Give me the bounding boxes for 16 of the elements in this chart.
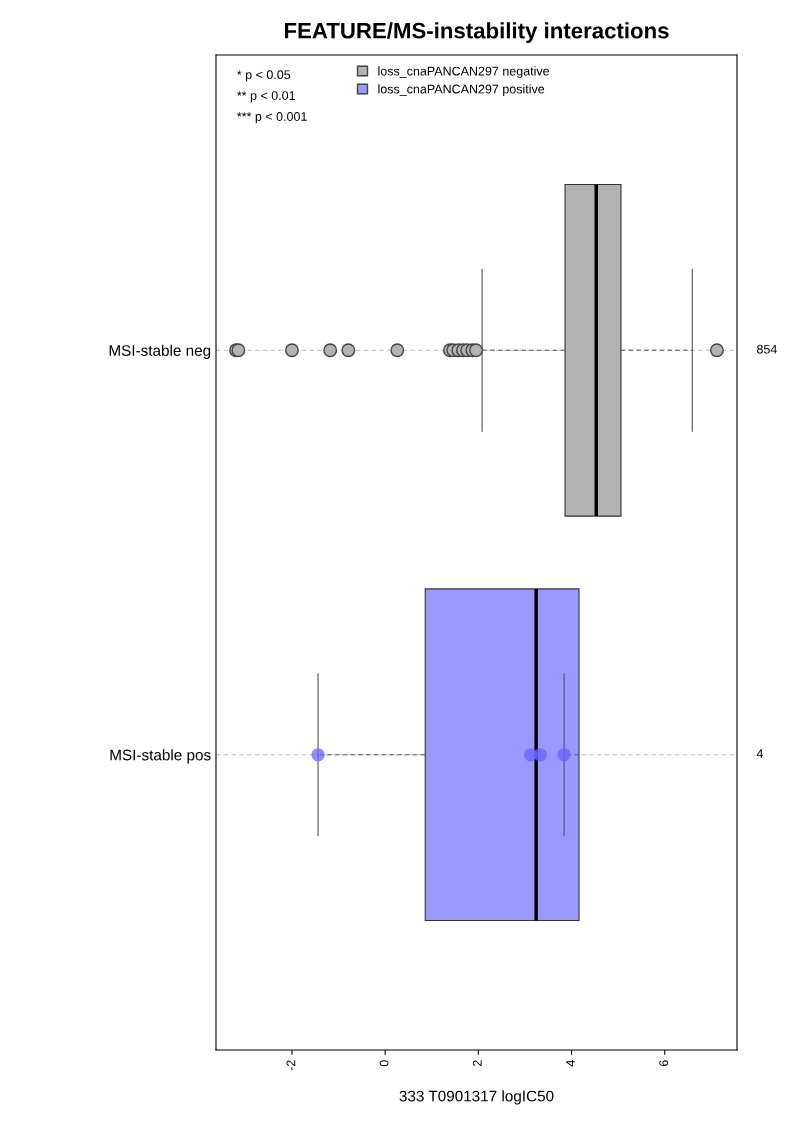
x-tick-label: 6 <box>659 1060 669 1067</box>
legend-label: loss_cnaPANCAN297 positive <box>378 84 545 96</box>
annotation: ** p < 0.01 <box>237 91 295 103</box>
y-tick-label: MSI-stable neg <box>109 344 211 359</box>
x-axis-title: 333 T0901317 logIC50 <box>399 1090 554 1105</box>
x-tick-label: 4 <box>566 1060 575 1067</box>
chart-title: FEATURE/MS-instability interactions <box>284 22 669 43</box>
annotation: *** p < 0.001 <box>237 112 307 124</box>
y-tick-label: MSI-stable pos <box>110 749 211 764</box>
x-tick-label: -2 <box>286 1060 296 1071</box>
legend-label: loss_cnaPANCAN297 negative <box>378 66 550 78</box>
x-tick-label: 2 <box>472 1060 482 1067</box>
x-tick-label: 0 <box>379 1060 389 1067</box>
text: 854 <box>756 344 777 354</box>
text: 4 <box>756 749 764 758</box>
annotation: * p < 0.05 <box>237 70 291 82</box>
